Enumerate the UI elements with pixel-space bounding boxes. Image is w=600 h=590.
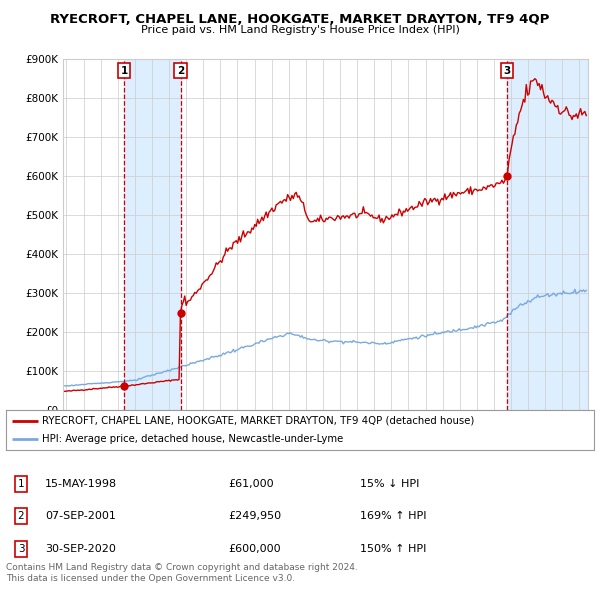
Text: £61,000: £61,000 xyxy=(228,479,274,489)
Text: 3: 3 xyxy=(17,544,25,553)
Text: 07-SEP-2001: 07-SEP-2001 xyxy=(45,512,116,521)
Text: 150% ↑ HPI: 150% ↑ HPI xyxy=(360,544,427,553)
Text: RYECROFT, CHAPEL LANE, HOOKGATE, MARKET DRAYTON, TF9 4QP: RYECROFT, CHAPEL LANE, HOOKGATE, MARKET … xyxy=(50,13,550,26)
Text: 169% ↑ HPI: 169% ↑ HPI xyxy=(360,512,427,521)
Text: Contains HM Land Registry data © Crown copyright and database right 2024.: Contains HM Land Registry data © Crown c… xyxy=(6,563,358,572)
Text: 15-MAY-1998: 15-MAY-1998 xyxy=(45,479,117,489)
Text: Price paid vs. HM Land Registry's House Price Index (HPI): Price paid vs. HM Land Registry's House … xyxy=(140,25,460,35)
Text: 15% ↓ HPI: 15% ↓ HPI xyxy=(360,479,419,489)
Text: 1: 1 xyxy=(17,479,25,489)
Text: £600,000: £600,000 xyxy=(228,544,281,553)
Text: £249,950: £249,950 xyxy=(228,512,281,521)
Bar xyxy=(507,59,588,410)
Text: This data is licensed under the Open Government Licence v3.0.: This data is licensed under the Open Gov… xyxy=(6,574,295,583)
Text: 3: 3 xyxy=(503,65,511,76)
Text: 2: 2 xyxy=(17,512,25,521)
Text: 2: 2 xyxy=(177,65,184,76)
Text: RYECROFT, CHAPEL LANE, HOOKGATE, MARKET DRAYTON, TF9 4QP (detached house): RYECROFT, CHAPEL LANE, HOOKGATE, MARKET … xyxy=(43,416,475,426)
Text: 1: 1 xyxy=(121,65,128,76)
Text: 30-SEP-2020: 30-SEP-2020 xyxy=(45,544,116,553)
Bar xyxy=(124,59,181,410)
Text: HPI: Average price, detached house, Newcastle-under-Lyme: HPI: Average price, detached house, Newc… xyxy=(43,434,344,444)
